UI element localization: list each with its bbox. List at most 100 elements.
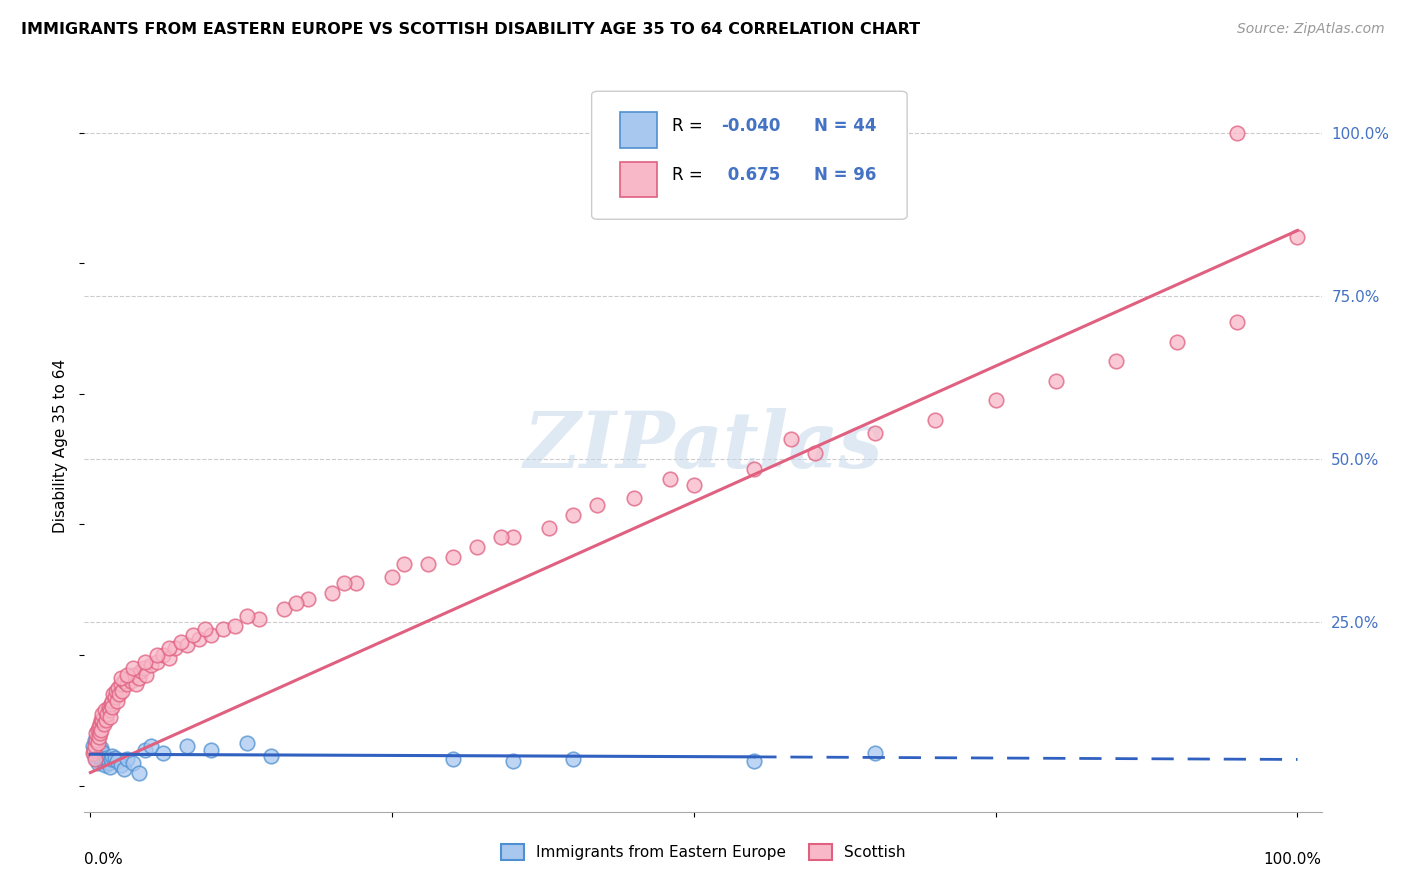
Point [87,730,110,744]
Point [489,530,512,544]
Point [394,557,416,571]
Point [418,557,440,571]
Point [91,745,114,759]
Point [200,742,222,756]
Point [139,657,162,672]
Point [112,674,135,689]
Text: -0.040: -0.040 [721,117,780,135]
Point [742,462,765,476]
Point [247,612,270,626]
Point [97,700,120,714]
Point [110,757,132,772]
Point [86,723,108,737]
Point [297,592,319,607]
Point [98,710,121,724]
Point [87,720,110,734]
Point [152,746,174,760]
Point [586,498,609,512]
Point [984,393,1007,408]
Point [176,638,198,652]
Point [112,762,135,776]
Point [139,739,162,754]
Point [96,754,118,768]
Point [176,739,198,754]
Point [132,661,155,675]
Point [108,687,131,701]
Point [103,687,125,701]
Text: ZIPatlas: ZIPatlas [523,408,883,484]
Point [502,530,524,544]
Point [111,684,134,698]
Point [86,739,108,754]
Point [89,726,111,740]
Point [91,714,114,728]
Point [863,746,886,760]
Point [236,736,259,750]
Point [441,752,464,766]
Point [83,746,105,760]
Point [115,667,138,681]
Point [260,749,283,764]
Point [90,751,112,765]
Point [212,622,235,636]
Point [84,739,107,754]
Point [181,628,204,642]
Point [924,413,946,427]
Text: 100.0%: 100.0% [1264,852,1322,867]
FancyBboxPatch shape [592,91,907,219]
Point [224,618,246,632]
Point [125,677,148,691]
Text: N = 44: N = 44 [814,117,877,135]
Text: 0.0%: 0.0% [84,852,124,867]
Point [120,674,142,689]
Point [103,690,125,705]
Point [1226,126,1249,140]
Point [803,445,825,459]
Point [163,641,186,656]
Point [100,697,122,711]
Point [863,425,886,440]
Point [122,667,145,681]
Point [538,521,561,535]
Point [86,752,108,766]
Point [84,732,107,747]
Point [83,742,105,756]
Point [93,754,115,768]
Point [110,671,132,685]
Point [441,549,464,564]
Point [623,491,645,506]
Point [683,478,706,492]
Legend: Immigrants from Eastern Europe, Scottish: Immigrants from Eastern Europe, Scottish [495,838,911,866]
Point [84,752,107,766]
Point [157,641,180,656]
Point [93,716,115,731]
Point [146,648,169,662]
Point [86,736,108,750]
Point [134,655,156,669]
Point [98,704,121,718]
Point [134,742,156,756]
Point [465,540,488,554]
Point [86,732,108,747]
Point [129,665,152,679]
Point [89,716,111,731]
Point [118,671,141,685]
Point [381,569,404,583]
Point [103,751,125,765]
Point [284,596,307,610]
Point [89,752,111,766]
Point [86,736,108,750]
Point [562,508,585,522]
Text: N = 96: N = 96 [814,167,877,185]
Point [90,740,112,755]
Point [236,608,259,623]
Point [101,694,124,708]
Point [82,746,104,760]
Point [87,746,110,760]
Text: IMMIGRANTS FROM EASTERN EUROPE VS SCOTTISH DISABILITY AGE 35 TO 64 CORRELATION C: IMMIGRANTS FROM EASTERN EUROPE VS SCOTTI… [21,22,920,37]
Text: R =: R = [672,117,709,135]
Point [194,622,217,636]
Point [110,677,132,691]
Point [658,472,681,486]
Point [90,723,112,737]
